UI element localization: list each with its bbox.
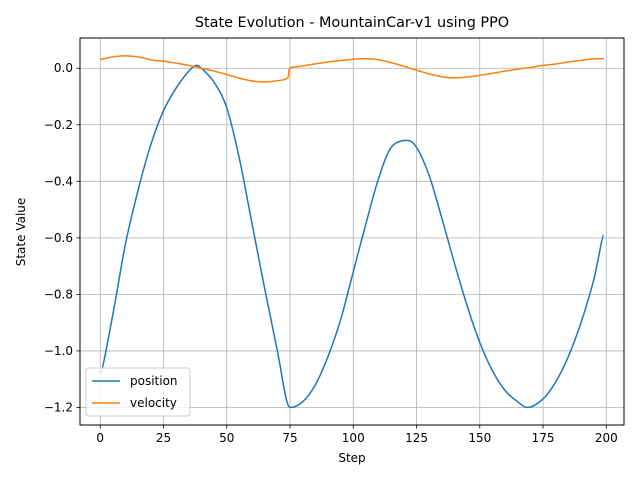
legend-label-position: position — [130, 374, 178, 388]
series-line-velocity — [100, 55, 604, 83]
series-line-position — [99, 64, 605, 409]
x-tick-label: 100 — [342, 431, 365, 445]
plot-frame — [79, 37, 625, 426]
x-tick-label: 200 — [595, 431, 618, 445]
x-tick-label: 0 — [96, 431, 104, 445]
x-axis-title: Step — [338, 451, 365, 465]
legend: position velocity — [85, 367, 191, 417]
x-tick-label: 75 — [282, 431, 297, 445]
tick-layer: 0 25 50 75 100 125 150 175 200 0.0 −0.2 −0.4 −0.6 −0.… — [44, 61, 618, 445]
x-tick-label: 175 — [532, 431, 555, 445]
chart-title: State Evolution - MountainCar-v1 using P… — [195, 15, 509, 31]
x-tick-label: 125 — [405, 431, 428, 445]
y-tick-label: 0.0 — [54, 61, 73, 75]
y-tick-label: −1.2 — [44, 400, 73, 414]
y-tick-label: −0.4 — [44, 174, 73, 188]
y-axis-title: State Value — [14, 198, 28, 267]
y-tick-label: −0.6 — [44, 231, 73, 245]
grid-layer — [80, 38, 624, 425]
y-tick-label: −0.2 — [44, 118, 73, 132]
x-tick-label: 150 — [468, 431, 491, 445]
legend-label-velocity: velocity — [130, 396, 177, 410]
legend-box — [85, 367, 191, 417]
y-tick-label: −1.0 — [44, 344, 73, 358]
y-tick-label: −0.8 — [44, 287, 73, 301]
series-layer — [99, 55, 605, 409]
x-tick-label: 50 — [219, 431, 234, 445]
x-tick-label: 25 — [156, 431, 171, 445]
